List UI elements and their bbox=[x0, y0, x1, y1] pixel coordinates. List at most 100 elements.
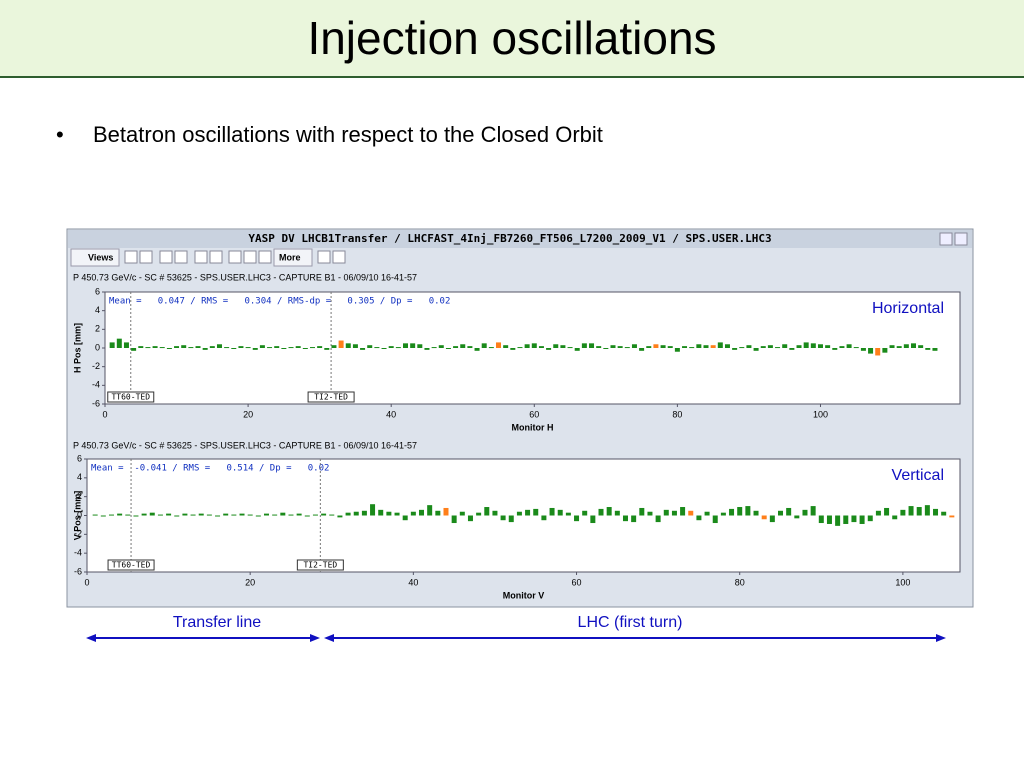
bar bbox=[109, 342, 115, 348]
tool-icon[interactable] bbox=[258, 250, 272, 264]
bar bbox=[474, 348, 480, 351]
bar bbox=[916, 507, 922, 516]
bar bbox=[182, 513, 188, 516]
footer: Transfer line LHC (first turn) bbox=[86, 614, 946, 642]
bar bbox=[810, 343, 816, 348]
y-tick-label: -2 bbox=[92, 361, 100, 371]
plane-label: Horizontal bbox=[872, 300, 944, 317]
bar bbox=[481, 343, 487, 348]
bar bbox=[596, 346, 602, 348]
bar bbox=[259, 345, 265, 348]
plane-label: Vertical bbox=[892, 467, 944, 484]
bar bbox=[338, 340, 344, 348]
bar bbox=[802, 509, 808, 516]
bar bbox=[617, 346, 623, 348]
more-button[interactable] bbox=[273, 248, 313, 267]
y-axis-label: V Pos [mm] bbox=[72, 491, 82, 541]
bar bbox=[614, 510, 620, 516]
max-button[interactable] bbox=[954, 232, 968, 246]
bar bbox=[639, 348, 645, 351]
x-tick-label: 20 bbox=[245, 577, 255, 587]
bar bbox=[370, 504, 376, 516]
bar bbox=[503, 345, 509, 348]
bar bbox=[321, 513, 327, 516]
title-band bbox=[0, 0, 1024, 76]
bar bbox=[476, 512, 482, 516]
bar bbox=[786, 507, 792, 516]
tool-icon[interactable] bbox=[209, 250, 223, 264]
x-tick-label: 80 bbox=[672, 409, 682, 419]
bar bbox=[100, 515, 106, 517]
bar bbox=[778, 510, 784, 516]
bar bbox=[704, 511, 710, 516]
bar bbox=[918, 345, 924, 348]
tool-icon[interactable] bbox=[159, 250, 173, 264]
bar bbox=[302, 348, 308, 349]
bar bbox=[753, 510, 759, 516]
y-tick-label: 6 bbox=[95, 286, 100, 296]
bar bbox=[896, 346, 902, 348]
bar bbox=[574, 515, 580, 522]
bar bbox=[410, 343, 416, 348]
bar bbox=[508, 515, 514, 523]
bar bbox=[574, 348, 580, 351]
bar bbox=[198, 513, 204, 516]
bar bbox=[732, 348, 738, 350]
bar bbox=[782, 344, 788, 348]
bar bbox=[589, 343, 595, 348]
bar bbox=[760, 346, 766, 348]
bar bbox=[745, 506, 751, 516]
bar bbox=[361, 510, 367, 516]
bar bbox=[467, 346, 473, 348]
bar bbox=[565, 512, 571, 516]
bar bbox=[717, 342, 723, 348]
x-tick-label: 0 bbox=[84, 577, 89, 587]
tool-icon[interactable] bbox=[317, 250, 331, 264]
bar bbox=[353, 511, 359, 516]
views-button[interactable] bbox=[70, 248, 120, 267]
bar bbox=[875, 348, 881, 356]
marker-label: TI2-TED bbox=[314, 393, 348, 402]
tool-icon[interactable] bbox=[194, 250, 208, 264]
tool-icon[interactable] bbox=[124, 250, 138, 264]
bar bbox=[825, 345, 831, 348]
bar bbox=[331, 345, 337, 348]
bar bbox=[590, 515, 596, 524]
tool-icon[interactable] bbox=[243, 250, 257, 264]
bar bbox=[538, 346, 544, 348]
bar bbox=[826, 515, 832, 524]
tool-icon[interactable] bbox=[174, 250, 188, 264]
bar bbox=[190, 514, 196, 516]
bar bbox=[500, 515, 506, 521]
bar bbox=[295, 346, 301, 348]
panel-header: P 450.73 GeV/c - SC # 53625 - SPS.USER.L… bbox=[73, 272, 417, 282]
bar bbox=[345, 343, 351, 348]
bar bbox=[933, 508, 939, 516]
window-titlebar bbox=[68, 230, 972, 248]
tool-icon[interactable] bbox=[332, 250, 346, 264]
lhc-label: LHC (first turn) bbox=[578, 614, 683, 631]
bar bbox=[796, 345, 802, 348]
x-tick-label: 100 bbox=[895, 577, 910, 587]
bar bbox=[174, 346, 180, 348]
bar bbox=[403, 343, 409, 348]
bar bbox=[215, 515, 221, 517]
bar bbox=[631, 515, 637, 523]
bar bbox=[484, 507, 490, 516]
bar bbox=[108, 514, 114, 516]
bar bbox=[710, 345, 716, 348]
tool-icon[interactable] bbox=[139, 250, 153, 264]
bar bbox=[245, 347, 251, 349]
bar bbox=[610, 345, 616, 348]
marker-box bbox=[107, 391, 155, 403]
bar bbox=[541, 515, 547, 521]
min-button[interactable] bbox=[939, 232, 953, 246]
bar bbox=[419, 509, 425, 516]
bar bbox=[141, 513, 147, 516]
bar bbox=[296, 513, 302, 516]
bar bbox=[671, 510, 677, 516]
marker-label: TT60-TED bbox=[112, 561, 151, 570]
tool-icon[interactable] bbox=[228, 250, 242, 264]
bar bbox=[451, 515, 457, 524]
bar bbox=[443, 507, 449, 516]
